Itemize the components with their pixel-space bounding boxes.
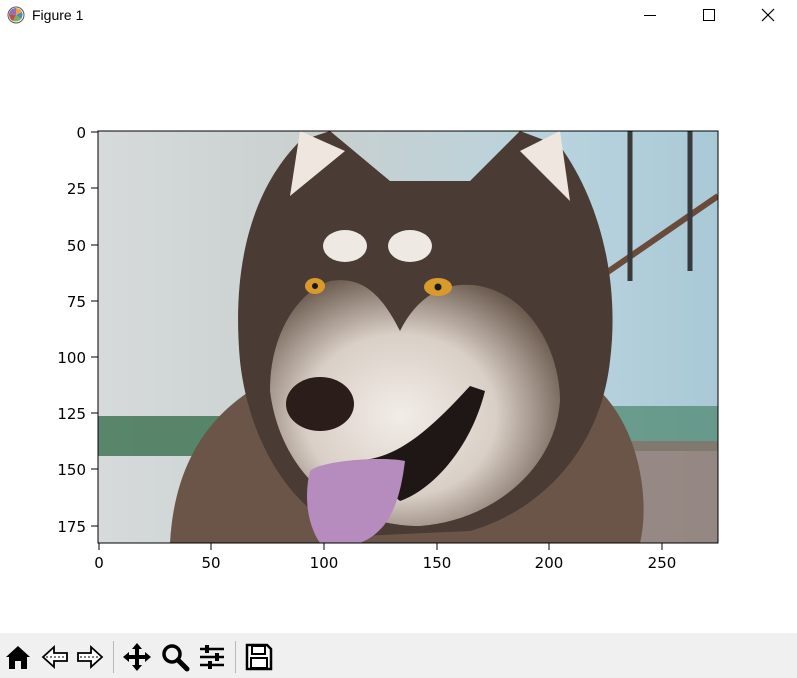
x-tick-label: 200 [535, 554, 564, 572]
x-tick-label: 150 [423, 554, 452, 572]
forward-button[interactable] [73, 640, 107, 674]
x-tick-label: 50 [201, 554, 220, 572]
toolbar-separator [113, 641, 114, 673]
x-tick-label: 100 [310, 554, 339, 572]
y-tick-label: 125 [57, 405, 86, 423]
x-tick-label: 250 [648, 554, 677, 572]
axes-frame [97, 130, 719, 544]
figure-canvas[interactable]: 0 25 50 75 100 125 150 175 0 50 100 [0, 31, 797, 633]
maximize-icon [703, 9, 715, 21]
y-tick-label: 0 [76, 124, 86, 142]
y-tick-label: 75 [67, 293, 86, 311]
toolbar-separator [235, 641, 236, 673]
close-icon [761, 8, 775, 22]
magnifier-icon [162, 644, 190, 672]
image-content [98, 131, 718, 543]
y-tick-label: 100 [57, 349, 86, 367]
x-axis: 0 50 100 150 200 250 [94, 543, 676, 572]
matplotlib-icon [7, 6, 25, 24]
pan-button[interactable] [120, 640, 154, 674]
title-bar[interactable]: Figure 1 [0, 0, 797, 31]
y-tick-label: 25 [67, 180, 86, 198]
window-title: Figure 1 [32, 7, 84, 23]
move-icon [123, 643, 151, 671]
back-button[interactable] [38, 640, 72, 674]
left-arrow-icon [41, 644, 68, 670]
x-tick-label: 0 [94, 554, 104, 572]
home-button[interactable] [1, 640, 35, 674]
y-tick-label: 50 [67, 237, 86, 255]
navigation-toolbar [0, 633, 797, 678]
minimize-button[interactable] [621, 0, 679, 31]
y-tick-label: 150 [57, 461, 86, 479]
configure-subplots-button[interactable] [195, 640, 229, 674]
plot-svg: 0 25 50 75 100 125 150 175 0 50 100 [57, 124, 719, 572]
y-tick-label: 175 [57, 518, 86, 536]
floppy-disk-icon [245, 643, 273, 671]
zoom-button[interactable] [158, 640, 192, 674]
save-button[interactable] [242, 640, 276, 674]
sliders-icon [200, 645, 224, 669]
maximize-button[interactable] [680, 0, 738, 31]
minimize-icon [644, 15, 656, 16]
y-axis: 0 25 50 75 100 125 150 175 [57, 124, 98, 536]
close-button[interactable] [739, 0, 797, 31]
home-icon [6, 646, 30, 669]
right-arrow-icon [77, 644, 104, 670]
